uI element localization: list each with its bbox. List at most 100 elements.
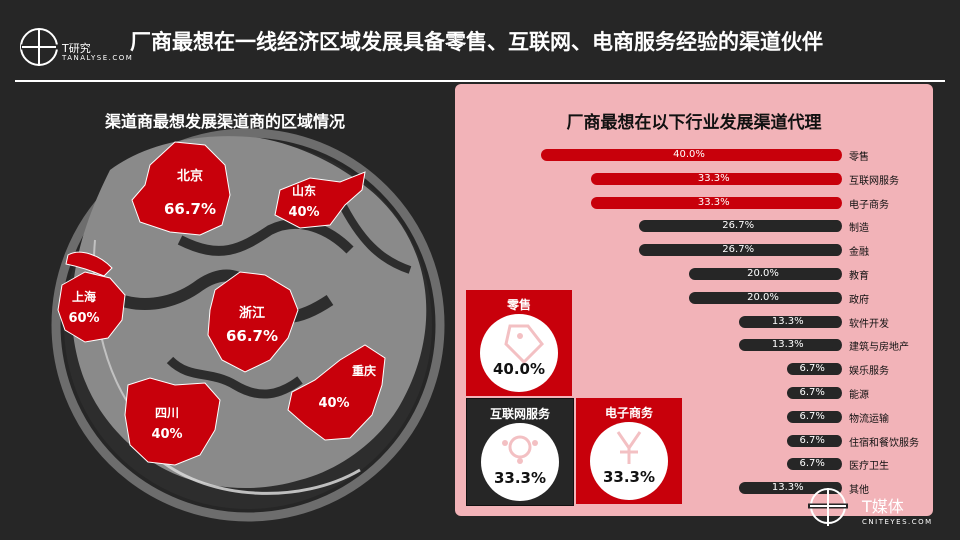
category-label: 制造	[849, 223, 869, 235]
category-label: 建筑与房地产	[849, 342, 909, 354]
page-title: 厂商最想在一线经济区域发展具备零售、互联网、电商服务经验的渠道伙伴	[130, 30, 823, 54]
bar-value-label: 6.7%	[799, 458, 825, 470]
category-label: 政府	[849, 294, 869, 306]
bar-cap	[831, 196, 842, 209]
category-label: 其他	[849, 485, 869, 497]
bar-9: 6.7%	[787, 363, 842, 376]
bar-0: 40.0%	[541, 149, 842, 161]
card-value: 40.0%	[492, 360, 546, 378]
region-value: 60%	[68, 311, 100, 326]
bar-10: 6.7%	[787, 387, 842, 399]
bar-5: 20.0%	[689, 268, 842, 280]
region-name: 四川	[154, 406, 179, 420]
bar-value-label: 13.3%	[771, 482, 804, 494]
bar-13: 6.7%	[787, 458, 842, 471]
card-label: 互联网服务	[489, 407, 550, 421]
category-label: 娱乐服务	[849, 366, 889, 378]
category-label: 能源	[849, 390, 869, 401]
region-name: 山东	[291, 184, 316, 198]
region-label-sichuan: 四川 40%	[151, 404, 182, 442]
brand-sub: TANALYSE.COM	[62, 54, 134, 62]
category-label: 软件开发	[849, 318, 889, 330]
card-ecommerce: 电子商务 33.3%	[576, 398, 682, 504]
card-label: 电子商务	[604, 406, 653, 420]
bar-cap	[831, 434, 842, 447]
tag-icon	[504, 324, 544, 365]
bar-cap	[831, 315, 842, 328]
category-label: 电子商务	[849, 199, 889, 211]
bar-1: 33.3%	[590, 172, 842, 185]
region-label-chongqing: 重庆	[352, 362, 376, 379]
region-name: 北京	[176, 169, 204, 184]
region-value-chongqing: 40%	[318, 396, 349, 411]
bar-value-label: 33.3%	[697, 172, 730, 184]
category-label: 金融	[849, 247, 869, 259]
card-label: 零售	[506, 298, 531, 312]
bar-2: 33.3%	[590, 196, 842, 209]
region-value: 40%	[288, 205, 320, 220]
bar-value-label: 33.3%	[697, 196, 730, 208]
card-value: 33.3%	[493, 469, 547, 487]
bar-cap	[831, 172, 842, 185]
footer-brand-name: T媒体	[861, 497, 904, 516]
bar-cap	[831, 482, 842, 495]
card-retail: 零售 40.0%	[466, 290, 572, 396]
category-label: 互联网服务	[849, 175, 899, 187]
brand-logo	[20, 28, 58, 66]
bar-cap	[831, 244, 842, 257]
region-label-zhejiang: 浙江 66.7%	[226, 302, 278, 345]
region-value: 66.7%	[163, 200, 217, 218]
bar-value-label: 40.0%	[673, 149, 705, 160]
region-value: 66.7%	[225, 327, 279, 345]
card-circle: 33.3%	[481, 423, 559, 501]
region-label-beijing: 北京 66.7%	[164, 165, 216, 218]
yen-icon	[616, 431, 642, 464]
bar-cap	[832, 291, 842, 304]
footer-brand-sub: CNITEYES.COM	[862, 518, 933, 526]
footer-logo: T媒体 CNITEYES.COM	[808, 488, 933, 526]
region-chart-title: 渠道商最想发展渠道商的区域情况	[104, 112, 345, 131]
bar-cap	[831, 339, 842, 352]
bar-cap	[831, 458, 842, 471]
card-circle: 40.0%	[480, 314, 558, 392]
bar-value-label: 20.0%	[747, 268, 779, 279]
category-label: 教育	[849, 271, 869, 282]
card-internet: 互联网服务 33.3%	[466, 398, 574, 506]
brand-name: T研究	[62, 42, 91, 55]
region-label-shandong: 山东 40%	[288, 182, 319, 220]
category-label: 物流运输	[849, 413, 889, 425]
bar-value-label: 26.7%	[722, 220, 755, 232]
bar-value-label: 6.7%	[799, 410, 825, 422]
bar-value-label: 6.7%	[799, 434, 825, 446]
bar-8: 13.3%	[738, 339, 842, 352]
bar-value-label: 13.3%	[771, 315, 804, 327]
bar-cap	[831, 220, 842, 233]
category-label: 住宿和餐饮服务	[849, 437, 919, 449]
card-circle: 33.3%	[590, 422, 668, 500]
bar-cap	[832, 149, 842, 161]
bar-cap	[831, 363, 842, 376]
bar-12: 6.7%	[787, 434, 842, 447]
bar-value-label: 6.7%	[799, 387, 825, 398]
bar-value-label: 13.3%	[771, 339, 804, 351]
bar-cap	[832, 268, 842, 280]
region-value: 40%	[318, 396, 350, 411]
bar-6: 20.0%	[689, 291, 842, 304]
bar-11: 6.7%	[787, 410, 842, 423]
card-value: 33.3%	[602, 468, 656, 486]
region-label-shanghai: 上海 60%	[68, 288, 99, 326]
region-value: 40%	[151, 427, 183, 442]
network-icon	[502, 435, 538, 464]
category-label: 零售	[849, 152, 869, 163]
title-divider	[15, 80, 945, 82]
region-name: 重庆	[351, 364, 377, 378]
bar-value-label: 26.7%	[722, 244, 755, 256]
bar-cap	[831, 410, 842, 423]
bar-14: 13.3%	[738, 482, 842, 495]
bar-7: 13.3%	[738, 315, 842, 328]
bar-3: 26.7%	[639, 220, 842, 233]
region-name: 浙江	[238, 306, 266, 321]
category-label: 医疗卫生	[849, 461, 889, 473]
bar-value-label: 20.0%	[747, 291, 779, 303]
